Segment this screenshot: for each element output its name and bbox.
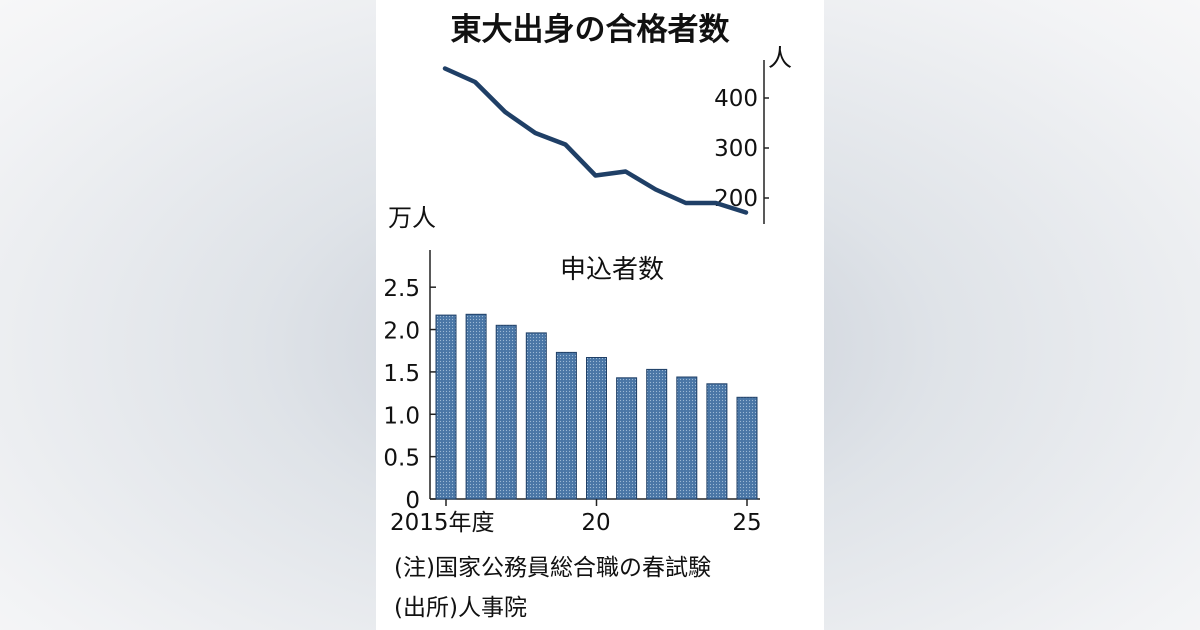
bar (525, 332, 547, 500)
source-text: (出所)人事院 (394, 595, 527, 621)
bar-y-tick-label: 2.5 (383, 276, 420, 302)
bar (676, 376, 698, 500)
line-chart-title: 東大出身の合格者数 (451, 12, 730, 48)
bar (736, 396, 758, 500)
bar-chart-title: 申込者数 (560, 255, 664, 285)
note-text: (注)国家公務員総合職の春試験 (394, 555, 711, 581)
bar (495, 324, 517, 500)
bar (555, 351, 577, 500)
line-y-tick-label: 400 (714, 86, 758, 112)
bar-x-tick-label: 25 (732, 510, 761, 536)
bar-y-tick-label: 0.5 (383, 446, 420, 472)
bar-y-tick-label: 1.0 (383, 403, 420, 429)
bar (646, 368, 668, 500)
line-series (442, 66, 749, 215)
bar (706, 383, 728, 500)
bar (616, 377, 638, 500)
bar (586, 357, 607, 500)
bar-y-tick-label: 1.5 (383, 361, 420, 387)
line-y-tick-label: 300 (714, 136, 758, 162)
bar-y-tick-label: 2.0 (383, 319, 420, 345)
bar-x-tick-label: 20 (581, 510, 610, 536)
chart-panel: 東大出身の合格者数 人 200 300 400 万人 申込者数 0 0.5 1.0 1.5… (376, 0, 824, 630)
bar-x-tick-label: 2015年度 (390, 510, 495, 536)
line-chart-unit: 人 (768, 44, 792, 72)
bar-chart-unit: 万人 (388, 204, 436, 232)
bar-y-tick-label: 0 (405, 488, 420, 514)
bar (435, 314, 457, 500)
bar (465, 313, 487, 500)
